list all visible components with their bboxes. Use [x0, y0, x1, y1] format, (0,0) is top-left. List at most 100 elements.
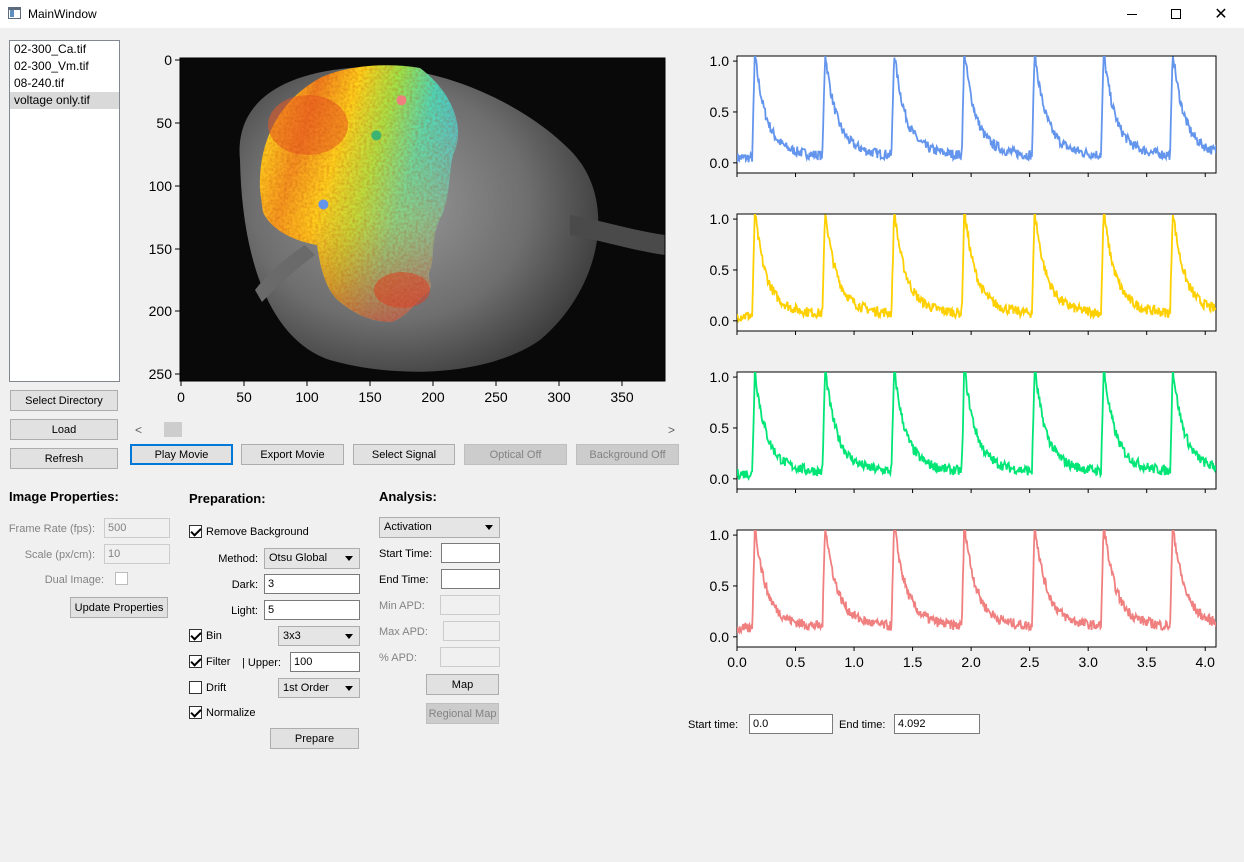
drift-select[interactable]: 1st Order: [278, 678, 360, 698]
frame-rate-field[interactable]: 500: [104, 518, 170, 538]
load-button[interactable]: Load: [10, 419, 118, 440]
file-list[interactable]: 02-300_Ca.tif 02-300_Vm.tif 08-240.tif v…: [9, 40, 120, 382]
update-properties-button[interactable]: Update Properties: [70, 597, 168, 618]
x-tick-label: 4.0: [1195, 654, 1215, 670]
frame-scrollbar[interactable]: < >: [130, 421, 680, 438]
min-apd-label: Min APD:: [379, 600, 425, 612]
end-time-field[interactable]: [441, 569, 500, 589]
y-tick-label: 0.0: [710, 471, 730, 487]
background-off-button[interactable]: Background Off: [576, 444, 679, 465]
regional-map-button[interactable]: Regional Map: [426, 703, 499, 724]
play-movie-button[interactable]: Play Movie: [130, 444, 233, 465]
x-tick-label: 3.5: [1137, 654, 1157, 670]
window-title: MainWindow: [28, 7, 97, 21]
image-y-tick: 200: [149, 303, 173, 319]
drift-checkbox[interactable]: [189, 681, 202, 694]
optical-off-button[interactable]: Optical Off: [464, 444, 567, 465]
bin-checkbox[interactable]: [189, 629, 202, 642]
percent-apd-field[interactable]: [440, 647, 500, 667]
normalize-label: Normalize: [206, 707, 256, 719]
y-tick-label: 0.0: [710, 629, 730, 645]
upper-label: | Upper:: [242, 657, 281, 669]
percent-apd-label: % APD:: [379, 652, 417, 664]
image-x-tick: 150: [358, 389, 382, 405]
remove-background-checkbox[interactable]: [189, 525, 202, 538]
chevron-down-icon: [485, 525, 493, 530]
upper-field[interactable]: 100: [290, 652, 360, 672]
file-item-selected[interactable]: voltage only.tif: [10, 92, 119, 109]
y-tick-label: 1.0: [710, 53, 730, 69]
select-signal-button[interactable]: Select Signal: [353, 444, 455, 465]
chevron-down-icon: [345, 686, 353, 691]
map-button[interactable]: Map: [426, 674, 499, 695]
title-bar[interactable]: [0, 0, 1244, 28]
light-field[interactable]: 5: [264, 600, 360, 620]
remove-background-label: Remove Background: [206, 526, 309, 538]
x-tick-label: 0.0: [727, 654, 747, 670]
image-y-tick: 100: [149, 178, 173, 194]
image-y-tick: 50: [156, 115, 172, 131]
close-button[interactable]: ✕: [1198, 0, 1244, 28]
bin-select[interactable]: 3x3: [278, 626, 360, 646]
green-point[interactable]: [371, 130, 382, 141]
time-range-end-field[interactable]: 4.092: [894, 714, 980, 734]
dark-field[interactable]: 3: [264, 574, 360, 594]
minimize-icon: [1127, 13, 1137, 15]
signal-panel[interactable]: 0.0 0.5 1.0 0.0 0.5 1.0 1.5 2.0 2.5 3.0 3.5 4.0: [710, 519, 1217, 671]
drift-value: 1st Order: [283, 682, 329, 694]
image-y-axis: 0 50 100 150 200 250: [149, 52, 180, 382]
dark-label: Dark:: [231, 579, 258, 591]
signal-panel[interactable]: 0.0 0.5 1.0: [710, 363, 1217, 494]
filter-checkbox[interactable]: [189, 655, 202, 668]
close-icon: ✕: [1214, 4, 1228, 23]
export-movie-button[interactable]: Export Movie: [241, 444, 344, 465]
start-time-field[interactable]: [441, 543, 500, 563]
file-item[interactable]: 08-240.tif: [14, 76, 65, 90]
scroll-right-arrow-icon[interactable]: >: [667, 422, 675, 437]
file-item[interactable]: 02-300_Ca.tif: [14, 42, 87, 56]
time-range-start-field[interactable]: 0.0: [749, 714, 833, 734]
drift-label: Drift: [206, 682, 227, 694]
start-time-label: Start Time:: [379, 548, 433, 560]
signal-panel[interactable]: 0.0 0.5 1.0: [710, 206, 1217, 336]
bin-value: 3x3: [283, 630, 301, 642]
signal-plots[interactable]: 0.00.51.00.00.51.00.00.51.00.00.51.00.0 0…: [690, 40, 1244, 670]
time-range-end-label: End time:: [839, 719, 886, 731]
red-point[interactable]: [396, 95, 407, 106]
minimize-button[interactable]: [1109, 0, 1155, 28]
bin-label: Bin: [206, 630, 222, 642]
image-y-tick: 250: [149, 366, 173, 382]
prepare-button[interactable]: Prepare: [270, 728, 359, 749]
y-tick-label: 0.5: [710, 578, 730, 594]
analysis-type-select[interactable]: Activation: [379, 517, 500, 538]
image-x-tick: 300: [547, 389, 571, 405]
min-apd-field[interactable]: [440, 595, 500, 615]
preparation-heading: Preparation:: [189, 491, 266, 506]
app-icon: [8, 7, 21, 19]
refresh-button[interactable]: Refresh: [10, 448, 118, 469]
max-apd-field[interactable]: [443, 621, 500, 641]
heatmap-texture: [259, 65, 459, 322]
scroll-left-arrow-icon[interactable]: <: [134, 422, 142, 437]
x-tick-label: 3.0: [1078, 654, 1098, 670]
image-display[interactable]: 0 50 100 150 200 250 0 50 100 150 200 25…: [130, 40, 680, 410]
method-value: Otsu Global: [269, 552, 328, 564]
y-tick-label: 1.0: [710, 211, 730, 227]
image-properties-heading: Image Properties:: [9, 489, 119, 504]
y-tick-label: 1.0: [710, 369, 730, 385]
time-range-start-label: Start time:: [688, 719, 739, 731]
scale-field[interactable]: 10: [104, 544, 170, 564]
scroll-thumb[interactable]: [164, 422, 182, 437]
chevron-down-icon: [345, 556, 353, 561]
dual-image-checkbox[interactable]: [115, 572, 128, 585]
file-item[interactable]: 02-300_Vm.tif: [14, 59, 89, 73]
image-x-tick: 0: [177, 389, 185, 405]
blue-point[interactable]: [318, 199, 329, 210]
select-directory-button[interactable]: Select Directory: [10, 390, 118, 411]
image-x-tick: 350: [610, 389, 634, 405]
normalize-checkbox[interactable]: [189, 706, 202, 719]
y-tick-label: 0.5: [710, 104, 730, 120]
signal-panel[interactable]: 0.0 0.5 1.0: [710, 47, 1217, 177]
maximize-button[interactable]: [1153, 0, 1199, 28]
method-select[interactable]: Otsu Global: [264, 548, 360, 569]
